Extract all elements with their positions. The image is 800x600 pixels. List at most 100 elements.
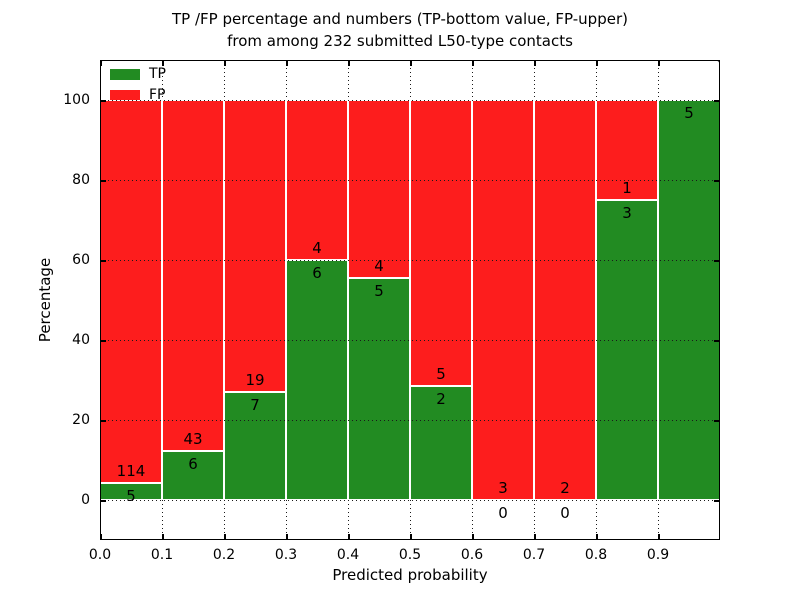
- x-tick: [100, 60, 102, 66]
- legend-item-fp: FP: [110, 88, 710, 102]
- x-tick: [410, 60, 412, 66]
- x-tick-label: 0.1: [150, 547, 174, 563]
- x-tick: [100, 534, 102, 540]
- bar-fp-segment: [348, 100, 410, 278]
- plot-area: TP FP 114 5 43 6 19 7 4 6 4 5 5 2 3 0 2 0 1 3 5: [100, 60, 720, 540]
- bar-tp-segment: [286, 260, 348, 500]
- fp-count-label: 5: [436, 364, 446, 383]
- gridline-horizontal: [100, 99, 720, 101]
- y-tick: [100, 260, 106, 262]
- tp-count-label: 5: [684, 104, 694, 122]
- x-tick: [224, 534, 226, 540]
- tp-count-label: 5: [126, 487, 136, 506]
- x-tick: [472, 534, 474, 540]
- y-tick: [100, 500, 106, 502]
- bar-fp-segment: [100, 100, 162, 484]
- x-tick-label: 0.4: [336, 547, 360, 563]
- x-tick-label: 0.6: [460, 547, 484, 563]
- y-tick: [100, 340, 106, 342]
- y-tick: [100, 420, 106, 422]
- fp-count-label: 1: [622, 179, 632, 197]
- x-tick: [410, 534, 412, 540]
- y-tick: [714, 180, 720, 182]
- y-tick: [714, 420, 720, 422]
- chart-title: TP /FP percentage and numbers (TP-bottom…: [0, 8, 800, 52]
- tp-count-label: 7: [250, 396, 260, 415]
- chart-title-line2: from among 232 submitted L50-type contac…: [227, 32, 573, 50]
- x-tick-label: 0.7: [522, 547, 546, 563]
- x-tick: [286, 534, 288, 540]
- gridline-horizontal: [100, 179, 720, 181]
- tp-count-label: 5: [374, 281, 384, 300]
- x-tick-label: 0.3: [274, 547, 298, 563]
- x-tick: [348, 534, 350, 540]
- fp-count-label: 4: [374, 256, 384, 275]
- y-tick: [714, 260, 720, 262]
- fp-count-label: 3: [498, 479, 508, 497]
- x-tick-label: 0.5: [398, 547, 422, 563]
- bar-fp-segment: [596, 100, 658, 200]
- tp-count-label: 0: [560, 504, 570, 522]
- legend-swatch-fp: [110, 89, 140, 101]
- x-tick: [472, 60, 474, 66]
- y-tick: [714, 340, 720, 342]
- x-tick: [718, 60, 720, 66]
- fp-count-label: 19: [245, 371, 265, 390]
- fp-count-label: 4: [312, 239, 322, 257]
- bar-fp-segment: [534, 100, 596, 500]
- y-tick-label: 0: [81, 492, 90, 508]
- fp-count-label: 2: [560, 479, 570, 497]
- x-tick: [534, 60, 536, 66]
- y-tick-label: 60: [72, 252, 90, 268]
- x-tick: [286, 60, 288, 66]
- tp-count-label: 2: [436, 389, 446, 408]
- fp-count-label: 114: [116, 462, 146, 481]
- x-tick: [658, 60, 660, 66]
- x-tick: [658, 534, 660, 540]
- tp-count-label: 6: [188, 455, 198, 474]
- gridline-horizontal: [100, 419, 720, 421]
- gridline-horizontal: [100, 339, 720, 341]
- fp-count-label: 43: [183, 430, 203, 449]
- x-tick-label: 0.0: [88, 547, 112, 563]
- bar-tp-segment: [658, 100, 720, 500]
- bar-tp-segment: [596, 200, 658, 500]
- x-tick: [596, 534, 598, 540]
- bar-fp-segment: [162, 100, 224, 452]
- bar-fp-segment: [472, 100, 534, 500]
- x-tick-label: 0.2: [212, 547, 236, 563]
- x-tick-label: 0.8: [584, 547, 608, 563]
- y-tick: [100, 180, 106, 182]
- x-tick: [162, 534, 164, 540]
- bar-fp-segment: [410, 100, 472, 386]
- y-tick-label: 40: [72, 332, 90, 348]
- tp-count-label: 0: [498, 504, 508, 522]
- legend-label-tp: TP: [149, 66, 166, 82]
- bar-tp-segment: [348, 277, 410, 500]
- bar-tp-segment: [410, 385, 472, 500]
- x-axis-label: Predicted probability: [332, 566, 488, 584]
- x-tick-label: 0.9: [646, 547, 670, 563]
- y-tick-label: 100: [63, 92, 90, 108]
- bar-tp-segment: [162, 451, 224, 500]
- x-tick: [534, 534, 536, 540]
- x-tick: [718, 534, 720, 540]
- y-tick: [714, 500, 720, 502]
- tp-count-label: 6: [312, 264, 322, 282]
- x-tick: [224, 60, 226, 66]
- bar-fp-segment: [224, 100, 286, 393]
- legend-label-fp: FP: [149, 87, 166, 103]
- x-tick: [162, 60, 164, 66]
- y-tick-label: 80: [72, 172, 90, 188]
- gridline-horizontal: [100, 259, 720, 261]
- y-tick: [714, 100, 720, 102]
- tp-count-label: 3: [622, 204, 632, 222]
- y-axis-label: Percentage: [36, 257, 54, 343]
- chart-title-line1: TP /FP percentage and numbers (TP-bottom…: [172, 10, 628, 28]
- x-tick: [348, 60, 350, 66]
- bar-tp-segment: [224, 392, 286, 500]
- gridline-horizontal: [100, 499, 720, 501]
- legend-swatch-tp: [110, 68, 140, 80]
- x-tick: [596, 60, 598, 66]
